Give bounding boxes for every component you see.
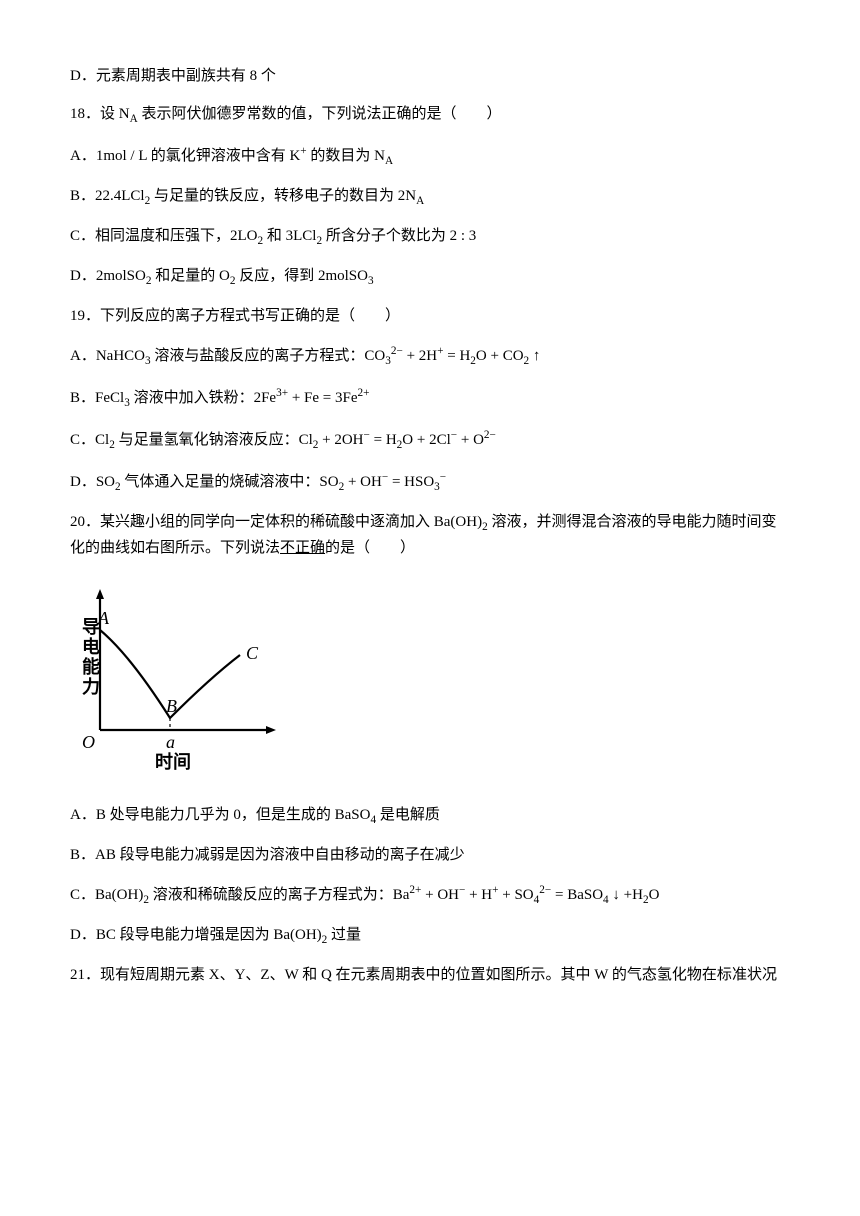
svg-text:力: 力 [82,677,100,697]
q18-d: D．2molSO2 和足量的 O2 反应，得到 2molSO3 [70,264,790,290]
q19-c: C．Cl2 与足量氢氧化钠溶液反应：Cl2 + 2OH− = H2O + 2Cl… [70,426,790,454]
q20-d: D．BC 段导电能力增强是因为 Ba(OH)2 过量 [70,923,790,949]
q20-stem: 20．某兴趣小组的同学向一定体积的稀硫酸中逐滴加入 Ba(OH)2 溶液，并测得… [70,510,790,560]
svg-text:能: 能 [82,656,100,677]
q19-b: B．FeCl3 溶液中加入铁粉：2Fe3+ + Fe = 3Fe2+ [70,384,790,412]
svg-text:A: A [97,608,110,628]
q20-b: B．AB 段导电能力减弱是因为溶液中自由移动的离子在减少 [70,843,790,867]
q21-stem-partial: 21．现有短周期元素 X、Y、Z、W 和 Q 在元素周期表中的位置如图所示。其中… [70,963,790,987]
svg-text:电: 电 [82,636,100,657]
svg-text:a: a [166,732,175,752]
q18-a: A．1mol / L 的氯化钾溶液中含有 K+ 的数目为 NA [70,142,790,170]
q18-stem: 18．设 NA 表示阿伏伽德罗常数的值，下列说法正确的是（ ） [70,102,790,128]
svg-text:C: C [246,643,259,663]
q20-a: A．B 处导电能力几乎为 0，但是生成的 BaSO4 是电解质 [70,803,790,829]
q20-c: C．Ba(OH)2 溶液和稀硫酸反应的离子方程式为：Ba2+ + OH− + H… [70,881,790,909]
conductivity-chart: 导电能力ABCaO时间 [70,585,790,783]
svg-text:O: O [82,732,95,752]
q19-a: A．NaHCO3 溶液与盐酸反应的离子方程式：CO32− + 2H+ = H2O… [70,342,790,370]
q19-stem: 19．下列反应的离子方程式书写正确的是（ ） [70,304,790,328]
q19-d: D．SO2 气体通入足量的烧碱溶液中：SO2 + OH− = HSO3− [70,468,790,496]
svg-text:时间: 时间 [155,752,191,772]
q18-c: C．相同温度和压强下，2LO2 和 3LCl2 所含分子个数比为 2 : 3 [70,224,790,250]
option-d: D．元素周期表中副族共有 8 个 [70,64,790,88]
svg-text:B: B [166,696,177,716]
q18-b: B．22.4LCl2 与足量的铁反应，转移电子的数目为 2NA [70,184,790,210]
